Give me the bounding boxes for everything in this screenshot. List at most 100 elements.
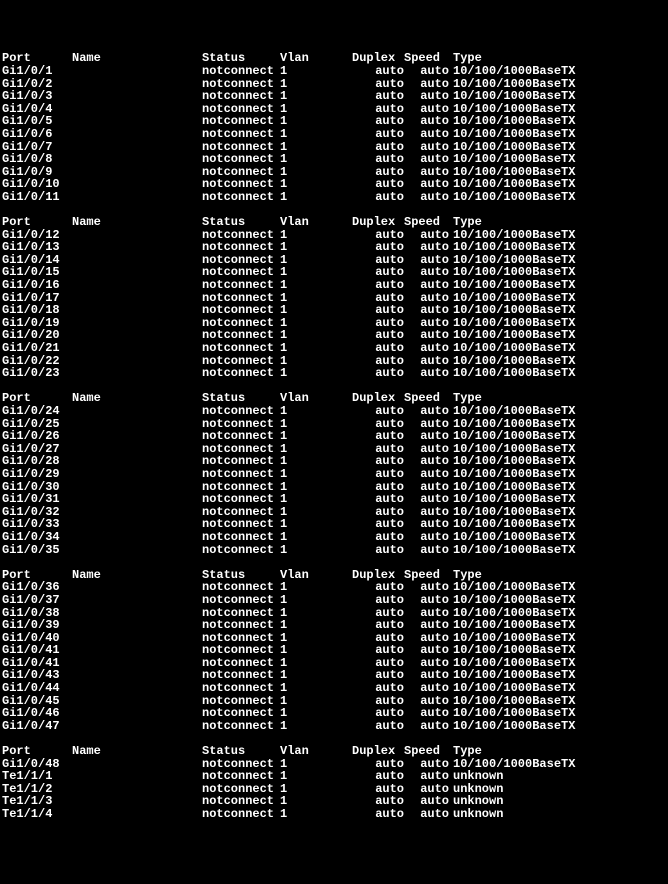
cell-speed: auto	[404, 65, 449, 78]
cell-type: 10/100/1000BaseTX	[449, 90, 598, 103]
cell-vlan: 1	[280, 191, 352, 204]
cell-status: notconnect	[202, 405, 280, 418]
col-name: Name	[72, 392, 202, 405]
cell-speed: auto	[404, 808, 449, 821]
cell-status: notconnect	[202, 342, 280, 355]
cell-port: Gi1/0/8	[2, 153, 72, 166]
cell-port: Gi1/0/13	[2, 241, 72, 254]
col-speed: Speed	[404, 745, 449, 758]
cell-type: 10/100/1000BaseTX	[449, 758, 598, 771]
cell-duplex: auto	[352, 795, 404, 808]
cell-vlan: 1	[280, 758, 352, 771]
cell-duplex: auto	[352, 644, 404, 657]
cell-vlan: 1	[280, 443, 352, 456]
cell-status: notconnect	[202, 531, 280, 544]
cell-vlan: 1	[280, 329, 352, 342]
cell-status: notconnect	[202, 304, 280, 317]
cell-speed: auto	[404, 241, 449, 254]
table-row: Gi1/0/13notconnect1autoauto10/100/1000Ba…	[2, 241, 666, 254]
cell-port: Gi1/0/45	[2, 695, 72, 708]
cell-vlan: 1	[280, 292, 352, 305]
cell-vlan: 1	[280, 266, 352, 279]
col-speed: Speed	[404, 216, 449, 229]
cell-speed: auto	[404, 468, 449, 481]
cell-vlan: 1	[280, 90, 352, 103]
cell-duplex: auto	[352, 468, 404, 481]
cell-type: unknown	[449, 770, 598, 783]
table-row: Gi1/0/37notconnect1autoauto10/100/1000Ba…	[2, 594, 666, 607]
cell-type: 10/100/1000BaseTX	[449, 241, 598, 254]
cell-speed: auto	[404, 90, 449, 103]
cell-speed: auto	[404, 770, 449, 783]
cell-status: notconnect	[202, 279, 280, 292]
cell-speed: auto	[404, 430, 449, 443]
cell-port: Gi1/0/34	[2, 531, 72, 544]
col-vlan: Vlan	[280, 216, 352, 229]
cell-duplex: auto	[352, 90, 404, 103]
cell-status: notconnect	[202, 720, 280, 733]
col-status: Status	[202, 745, 280, 758]
cell-vlan: 1	[280, 518, 352, 531]
cell-duplex: auto	[352, 279, 404, 292]
table-row: Gi1/0/39notconnect1autoauto10/100/1000Ba…	[2, 619, 666, 632]
cell-port: Te1/1/3	[2, 795, 72, 808]
cell-type: 10/100/1000BaseTX	[449, 682, 598, 695]
cell-status: notconnect	[202, 707, 280, 720]
cell-vlan: 1	[280, 632, 352, 645]
cell-type: 10/100/1000BaseTX	[449, 128, 598, 141]
cell-type: unknown	[449, 795, 598, 808]
cell-port: Gi1/0/23	[2, 367, 72, 380]
cell-vlan: 1	[280, 808, 352, 821]
table-header: PortNameStatusVlanDuplexSpeedType	[2, 216, 666, 229]
cell-type: 10/100/1000BaseTX	[449, 594, 598, 607]
cell-duplex: auto	[352, 808, 404, 821]
cell-port: Gi1/0/47	[2, 720, 72, 733]
cell-speed: auto	[404, 279, 449, 292]
table-row: Gi1/0/21notconnect1autoauto10/100/1000Ba…	[2, 342, 666, 355]
table-row: Gi1/0/44notconnect1autoauto10/100/1000Ba…	[2, 682, 666, 695]
table-row: Gi1/0/35notconnect1autoauto10/100/1000Ba…	[2, 544, 666, 557]
cell-port: Gi1/0/11	[2, 191, 72, 204]
col-port: Port	[2, 216, 72, 229]
table-row: Gi1/0/34notconnect1autoauto10/100/1000Ba…	[2, 531, 666, 544]
cell-status: notconnect	[202, 544, 280, 557]
cell-duplex: auto	[352, 783, 404, 796]
cell-vlan: 1	[280, 141, 352, 154]
cell-type: 10/100/1000BaseTX	[449, 430, 598, 443]
cell-duplex: auto	[352, 342, 404, 355]
cell-duplex: auto	[352, 304, 404, 317]
cell-type: 10/100/1000BaseTX	[449, 531, 598, 544]
cell-port: Te1/1/4	[2, 808, 72, 821]
cell-vlan: 1	[280, 531, 352, 544]
cell-speed: auto	[404, 682, 449, 695]
cell-vlan: 1	[280, 241, 352, 254]
cell-duplex: auto	[352, 544, 404, 557]
cell-port: Gi1/0/26	[2, 430, 72, 443]
col-name: Name	[72, 52, 202, 65]
cell-type: 10/100/1000BaseTX	[449, 619, 598, 632]
cell-status: notconnect	[202, 594, 280, 607]
table-row: Te1/1/2notconnect1autoautounknown	[2, 783, 666, 796]
cell-status: notconnect	[202, 241, 280, 254]
cell-port: Gi1/0/29	[2, 468, 72, 481]
cell-type: 10/100/1000BaseTX	[449, 468, 598, 481]
cell-port: Gi1/0/31	[2, 493, 72, 506]
cell-port: Gi1/0/44	[2, 682, 72, 695]
cell-speed: auto	[404, 783, 449, 796]
cell-port: Gi1/0/41	[2, 644, 72, 657]
cell-duplex: auto	[352, 430, 404, 443]
cell-duplex: auto	[352, 405, 404, 418]
cell-vlan: 1	[280, 783, 352, 796]
blank-line	[2, 556, 666, 569]
blank-line	[2, 732, 666, 745]
cell-vlan: 1	[280, 367, 352, 380]
cell-vlan: 1	[280, 720, 352, 733]
cell-duplex: auto	[352, 619, 404, 632]
cell-type: 10/100/1000BaseTX	[449, 544, 598, 557]
table-row: Gi1/0/24notconnect1autoauto10/100/1000Ba…	[2, 405, 666, 418]
table-row: Gi1/0/47notconnect1autoauto10/100/1000Ba…	[2, 720, 666, 733]
table-row: Gi1/0/6notconnect1autoauto10/100/1000Bas…	[2, 128, 666, 141]
cell-port: Gi1/0/37	[2, 594, 72, 607]
cell-vlan: 1	[280, 128, 352, 141]
table-row: Gi1/0/3notconnect1autoauto10/100/1000Bas…	[2, 90, 666, 103]
